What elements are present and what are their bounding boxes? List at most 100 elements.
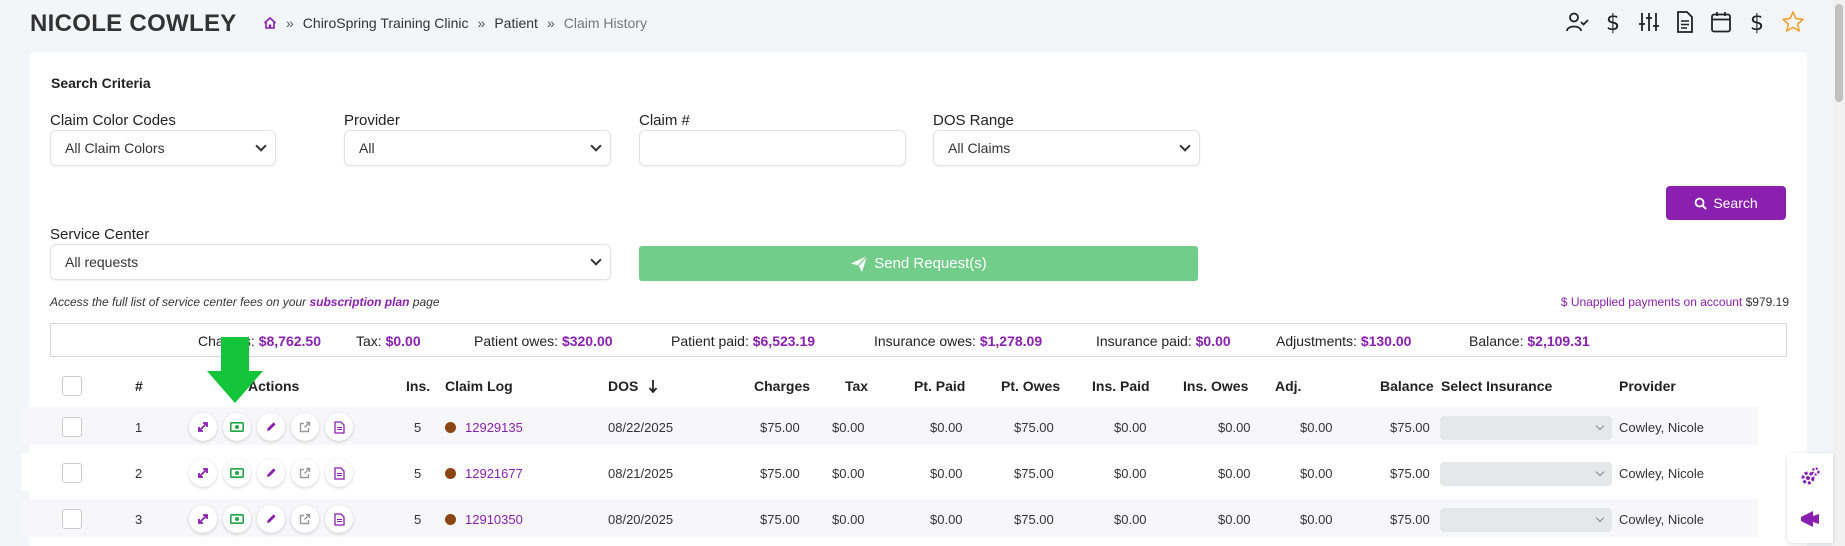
user-check-icon[interactable] xyxy=(1565,10,1589,34)
col-header-pt-owes[interactable]: Pt. Owes xyxy=(1001,378,1061,394)
tax-cell: $0.00 xyxy=(832,420,865,435)
expand-icon[interactable] xyxy=(189,505,217,533)
edit-icon[interactable] xyxy=(257,459,285,487)
expand-icon[interactable] xyxy=(189,459,217,487)
dos-header-label: DOS xyxy=(608,378,639,394)
claim-number-input[interactable] xyxy=(639,130,906,166)
gears-icon[interactable] xyxy=(1798,465,1822,489)
col-header-ins-paid[interactable]: Ins. Paid xyxy=(1092,378,1150,394)
claim-link[interactable]: 12929135 xyxy=(465,420,523,435)
external-link-icon[interactable] xyxy=(291,505,319,533)
money-icon[interactable] xyxy=(223,413,251,441)
total-insurance-paid: Insurance paid: $0.00 xyxy=(1096,333,1231,349)
claim-link[interactable]: 12921677 xyxy=(465,466,523,481)
col-header-provider[interactable]: Provider xyxy=(1619,378,1676,394)
document-icon[interactable] xyxy=(1673,10,1697,34)
col-header-charges[interactable]: Charges xyxy=(754,378,811,394)
claim-link[interactable]: 12910350 xyxy=(465,512,523,527)
unapplied-payments-label: $ Unapplied payments on account xyxy=(1560,295,1743,309)
total-patient-owes: Patient owes: $320.00 xyxy=(474,333,613,349)
home-icon[interactable] xyxy=(263,16,277,30)
col-header-select-insurance: Select Insurance xyxy=(1441,378,1553,394)
ins-owes-cell: $0.00 xyxy=(1218,512,1251,527)
claim-document-icon[interactable] xyxy=(325,413,353,441)
dos-cell: 08/21/2025 xyxy=(608,466,674,481)
star-icon[interactable] xyxy=(1781,10,1805,34)
chevron-down-icon xyxy=(255,140,267,152)
pt-paid-cell: $0.00 xyxy=(930,512,963,527)
external-link-icon[interactable] xyxy=(291,459,319,487)
col-header-ins-owes[interactable]: Ins. Owes xyxy=(1183,378,1249,394)
unapplied-payments[interactable]: $ Unapplied payments on account $979.19 xyxy=(1561,295,1789,309)
col-header-ins[interactable]: Ins. xyxy=(406,378,431,394)
total-balance: Balance: $2,109.31 xyxy=(1469,333,1590,349)
col-header-tax[interactable]: Tax xyxy=(845,378,869,394)
provider-cell: Cowley, Nicole xyxy=(1619,512,1705,527)
claim-document-icon[interactable] xyxy=(325,459,353,487)
select-insurance-dropdown[interactable] xyxy=(1440,416,1612,440)
subscription-plan-link[interactable]: subscription plan xyxy=(309,295,410,309)
dos-range-select[interactable]: All Claims xyxy=(933,130,1200,166)
dollar-icon[interactable]: $ xyxy=(1745,10,1769,34)
edit-icon[interactable] xyxy=(257,505,285,533)
col-header-claim-log[interactable]: Claim Log xyxy=(445,378,513,394)
select-insurance-dropdown[interactable] xyxy=(1440,508,1612,532)
send-requests-button[interactable]: Send Request(s) xyxy=(639,246,1198,281)
pt-owes-cell: $75.00 xyxy=(1014,466,1054,481)
breadcrumb-clinic[interactable]: ChiroSpring Training Clinic xyxy=(302,15,469,31)
ins-owes-cell: $0.00 xyxy=(1218,420,1251,435)
search-button[interactable]: Search xyxy=(1666,186,1786,220)
claim-color-dot xyxy=(445,468,456,479)
col-header-dos[interactable]: DOS xyxy=(608,378,658,394)
edit-icon[interactable] xyxy=(257,413,285,441)
total-tax: Tax: $0.00 xyxy=(356,333,421,349)
calendar-icon[interactable] xyxy=(1709,10,1733,34)
select-insurance-dropdown[interactable] xyxy=(1440,462,1612,486)
total-adjustments: Adjustments: $130.00 xyxy=(1276,333,1412,349)
total-insurance-owes: Insurance owes: $1,278.09 xyxy=(874,333,1043,349)
col-header-balance[interactable]: Balance xyxy=(1380,378,1434,394)
dos-range-value: All Claims xyxy=(948,140,1011,156)
expand-icon[interactable] xyxy=(189,413,217,441)
page-header: NICOLE COWLEY » ChiroSpring Training Cli… xyxy=(0,0,1845,46)
provider-cell: Cowley, Nicole xyxy=(1619,466,1705,481)
sliders-icon[interactable] xyxy=(1637,10,1661,34)
claim-color-select[interactable]: All Claim Colors xyxy=(50,130,276,166)
breadcrumb-separator: » xyxy=(546,15,555,31)
breadcrumb-patient[interactable]: Patient xyxy=(494,15,538,31)
tax-cell: $0.00 xyxy=(832,512,865,527)
select-all-checkbox[interactable] xyxy=(62,376,82,396)
col-header-adj[interactable]: Adj. xyxy=(1275,378,1302,394)
col-header-pt-paid[interactable]: Pt. Paid xyxy=(914,378,966,394)
col-header-actions: Actions xyxy=(248,378,300,394)
chevron-down-icon xyxy=(1595,421,1605,431)
provider-label: Provider xyxy=(344,112,400,129)
charges-cell: $75.00 xyxy=(760,512,800,527)
total-patient-paid: Patient paid: $6,523.19 xyxy=(671,333,816,349)
chevron-down-icon xyxy=(1179,140,1191,152)
ins-count: 5 xyxy=(414,512,422,527)
claim-color-value: All Claim Colors xyxy=(65,140,165,156)
dollar-icon[interactable]: $ xyxy=(1601,10,1625,34)
claim-document-icon[interactable] xyxy=(325,505,353,533)
provider-select[interactable]: All xyxy=(344,130,611,166)
money-icon[interactable] xyxy=(223,459,251,487)
row-checkbox[interactable] xyxy=(62,417,82,437)
row-checkbox[interactable] xyxy=(62,463,82,483)
search-criteria-title: Search Criteria xyxy=(51,75,151,91)
scrollbar-thumb[interactable] xyxy=(1835,4,1843,102)
balance-cell: $75.00 xyxy=(1390,420,1430,435)
adj-cell: $0.00 xyxy=(1300,420,1333,435)
row-checkbox[interactable] xyxy=(62,509,82,529)
svg-text:$: $ xyxy=(1750,11,1764,34)
search-icon xyxy=(1694,197,1708,210)
top-toolbar: $ $ xyxy=(1565,10,1805,34)
paper-plane-icon xyxy=(851,255,868,272)
service-center-select[interactable]: All requests xyxy=(50,244,611,280)
bullhorn-icon[interactable] xyxy=(1798,507,1822,531)
totals-bar: Charges: $8,762.50 Tax: $0.00 Patient ow… xyxy=(50,323,1787,357)
external-link-icon[interactable] xyxy=(291,413,319,441)
balance-cell: $75.00 xyxy=(1390,512,1430,527)
page-scrollbar[interactable] xyxy=(1833,0,1845,546)
money-icon[interactable] xyxy=(223,505,251,533)
